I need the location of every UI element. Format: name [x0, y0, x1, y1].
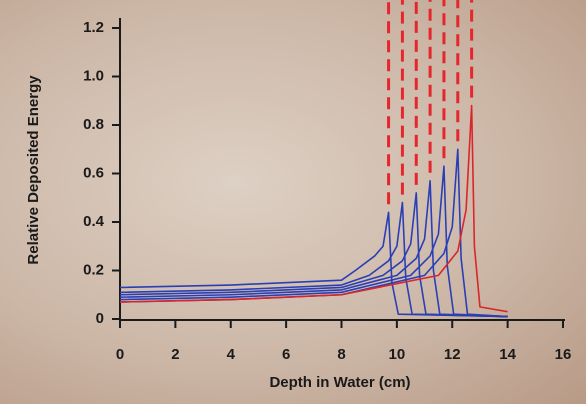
x-tick-label: 4 [227, 346, 236, 363]
data-line [119, 192, 508, 318]
x-tick-label: 16 [555, 346, 572, 363]
x-tick-label: 14 [499, 346, 516, 363]
y-tick-label: 0.8 [83, 116, 104, 133]
data-line [119, 211, 508, 318]
x-tick-label: 8 [337, 346, 345, 363]
x-tick-label: 12 [444, 346, 461, 363]
y-tick-label: 0.4 [83, 213, 105, 230]
x-tick-label: 0 [116, 346, 124, 363]
x-tick-label: 10 [389, 346, 406, 363]
y-axis-label: Relative Deposited Energy [25, 75, 42, 265]
data-line [119, 201, 508, 318]
x-axis-label: Depth in Water (cm) [269, 374, 410, 391]
data-line [119, 104, 508, 313]
x-tick-label: 6 [282, 346, 290, 363]
y-tick-label: 1.2 [83, 19, 104, 36]
data-line [119, 165, 508, 318]
y-tick-label: 1.0 [83, 67, 104, 84]
y-tick-label: 0 [96, 310, 104, 327]
data-line [119, 179, 508, 318]
x-tick-label: 2 [171, 346, 179, 363]
y-tick-label: 0.6 [83, 164, 104, 181]
y-tick-label: 0.2 [83, 261, 104, 278]
